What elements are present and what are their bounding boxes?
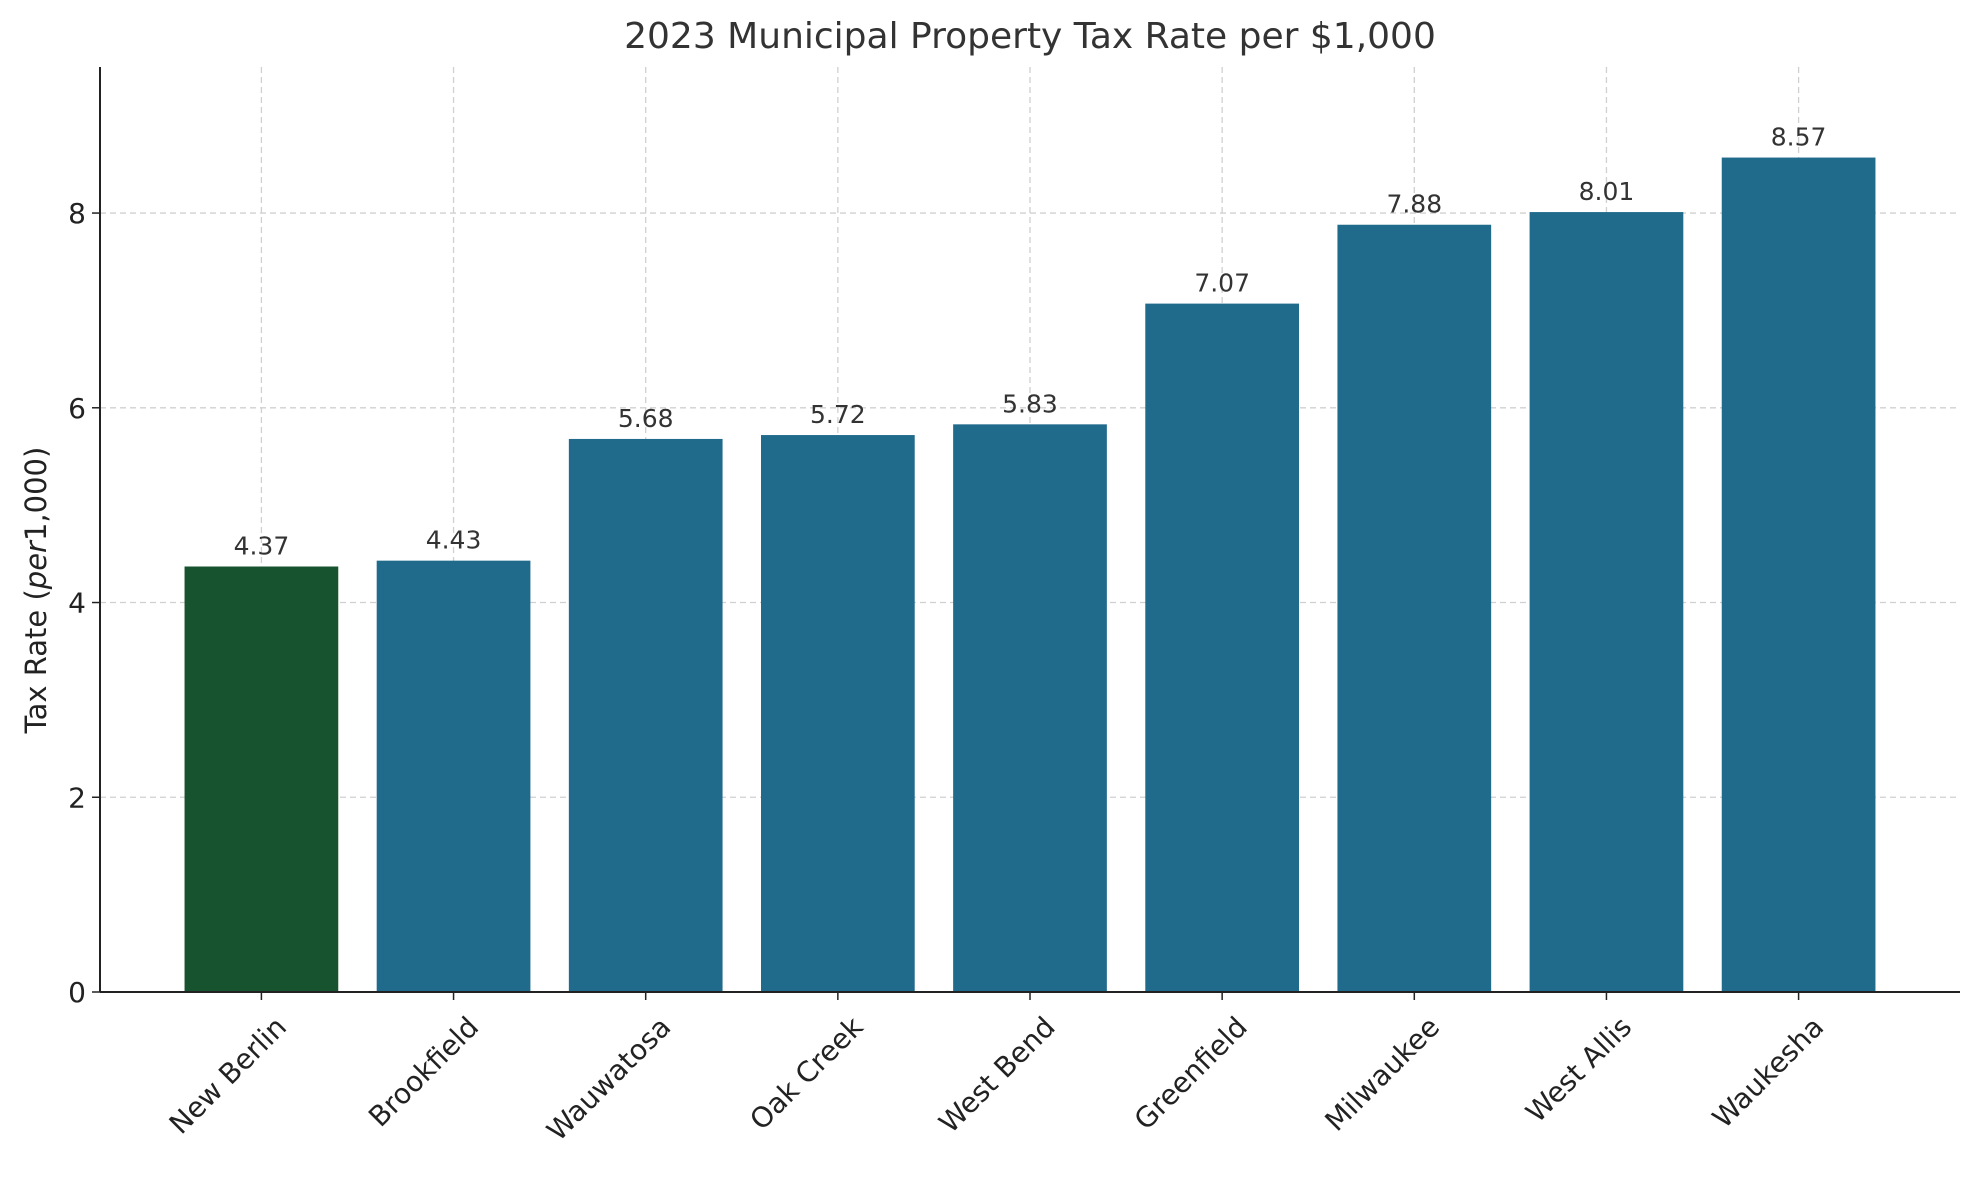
- x-tick-label: Milwaukee: [1319, 1010, 1446, 1137]
- data-label: 5.83: [1002, 389, 1058, 418]
- x-tick-label: Brookfield: [362, 1010, 485, 1133]
- x-tick-label: West Allis: [1519, 1010, 1638, 1129]
- y-tick-label: 6: [68, 392, 86, 425]
- bar-milwaukee: [1337, 224, 1492, 993]
- bars: [184, 157, 1876, 993]
- bar-greenfield: [1145, 303, 1300, 993]
- bar-new-berlin: [184, 566, 339, 992]
- y-axis-label-prefix: Tax Rate (: [19, 589, 53, 734]
- data-label: 4.43: [426, 526, 482, 555]
- y-tick-label: 4: [68, 587, 86, 620]
- y-axis-label-italic: per: [19, 539, 53, 590]
- y-ticks: 0 2 4 6 8: [68, 197, 100, 1009]
- data-label: 5.72: [810, 400, 866, 429]
- x-tick-label: Greenfield: [1128, 1010, 1254, 1136]
- bar-oak-creek: [760, 435, 915, 993]
- y-tick-label: 8: [68, 197, 86, 230]
- x-tick-label: New Berlin: [163, 1010, 293, 1140]
- data-labels: 4.37 4.43 5.68 5.72 5.83 7.07 7.88 8.01 8.57: [234, 123, 1827, 561]
- bar-west-allis: [1529, 212, 1684, 992]
- bar-wauwatosa: [568, 438, 723, 992]
- y-tick-label: 2: [68, 781, 86, 814]
- x-tick-label: Wauwatosa: [540, 1010, 677, 1147]
- data-label: 8.57: [1771, 123, 1827, 152]
- data-label: 7.88: [1386, 190, 1442, 219]
- chart-title: 2023 Municipal Property Tax Rate per $1,…: [624, 16, 1436, 57]
- y-tick-label: 0: [68, 976, 86, 1009]
- bar-west-bend: [953, 424, 1107, 992]
- bar-brookfield: [376, 560, 531, 992]
- data-label: 4.37: [234, 532, 290, 561]
- data-label: 5.68: [618, 404, 674, 433]
- bar-waukesha: [1721, 157, 1876, 993]
- y-axis-label-suffix: 1,000): [19, 447, 53, 541]
- x-tick-label: Waukesha: [1706, 1010, 1830, 1134]
- x-ticks: New Berlin Brookfield Wauwatosa Oak Creek We…: [163, 992, 1830, 1147]
- y-axis-label: Tax Rate (per1,000): [19, 447, 53, 735]
- data-label: 8.01: [1579, 177, 1635, 206]
- x-tick-label: Oak Creek: [743, 1010, 870, 1137]
- x-tick-label: West Bend: [932, 1010, 1061, 1139]
- data-label: 7.07: [1194, 269, 1250, 298]
